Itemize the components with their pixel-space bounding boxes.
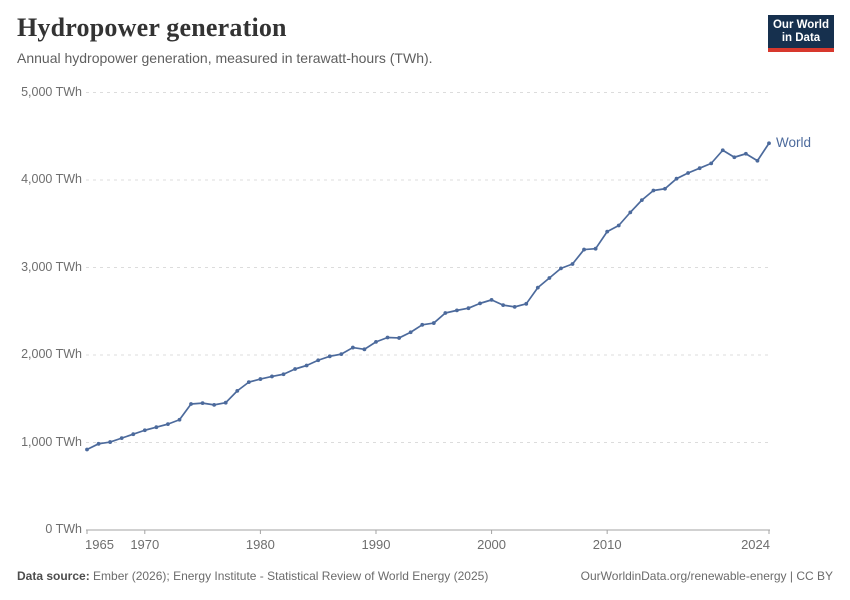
y-tick-label: 4,000 TWh [21,172,82,186]
chart-footer: Data source: Ember (2026); Energy Instit… [17,569,833,583]
y-tick-label: 2,000 TWh [21,347,82,361]
x-tick-label: 1965 [85,537,114,552]
owid-logo[interactable]: Our World in Data [768,15,834,52]
x-tick-label: 2024 [741,537,770,552]
y-tick-label: 5,000 TWh [21,84,82,99]
page-title: Hydropower generation [17,13,287,42]
y-tick-label: 3,000 TWh [21,259,82,274]
x-tick-label: 1980 [245,537,275,552]
y-tick-label: 1,000 TWh [21,434,82,449]
series-label-world[interactable]: World [776,135,812,151]
owid-logo-accent [768,48,834,52]
x-tick-label: 1990 [361,537,391,552]
data-source-note: Data source: Ember (2026); Energy Instit… [17,569,488,583]
page-subtitle: Annual hydropower generation, measured i… [17,50,433,66]
y-tick-label: 0 TWh [45,522,82,536]
x-tick-label: 2000 [477,537,507,552]
owid-logo-text: Our World in Data [768,15,834,48]
x-tick-label: 2010 [592,537,622,552]
data-source-label: Data source: [17,569,90,583]
x-tick-label: 1970 [130,537,160,552]
data-source-text: Ember (2026); Energy Institute - Statist… [89,569,489,583]
footer-link[interactable]: OurWorldinData.org/renewable-energy | CC… [580,569,833,583]
